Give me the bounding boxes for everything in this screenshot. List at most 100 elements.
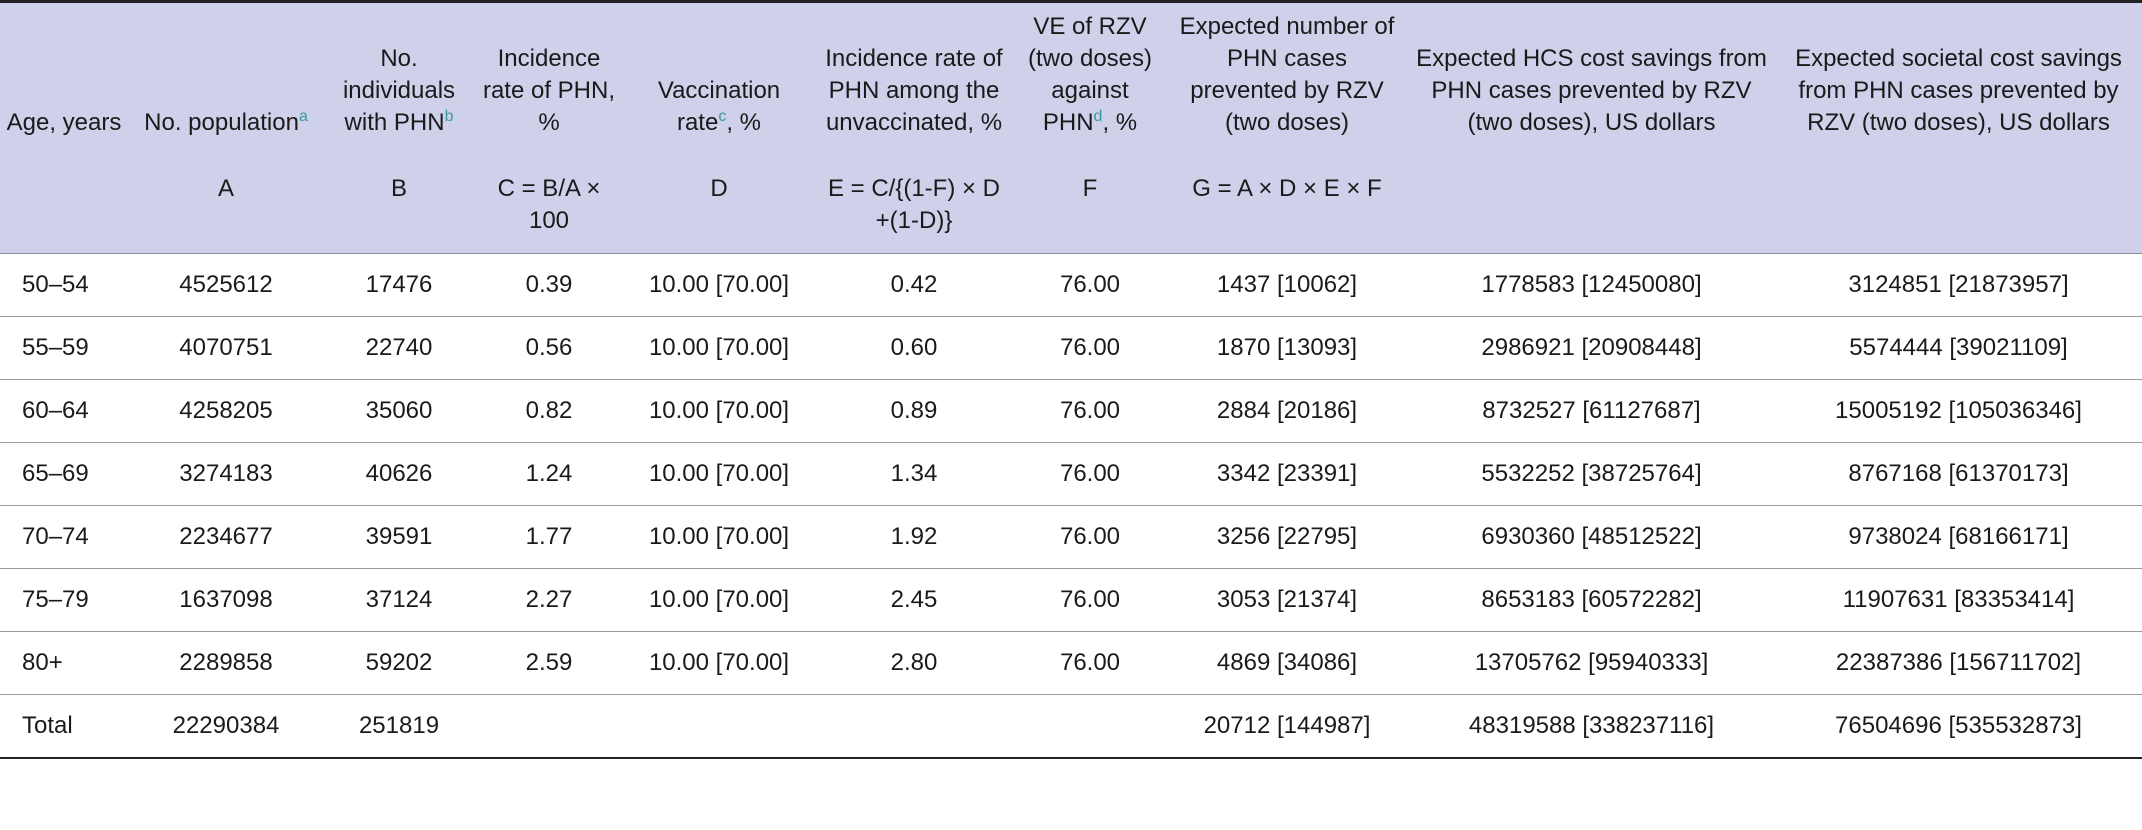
table-row: 75–79 1637098 37124 2.27 10.00 [70.00] 2…	[0, 568, 2142, 632]
cell-incidence: 0.82	[474, 379, 624, 443]
cell-individuals: 35060	[324, 379, 474, 443]
cell-societal: 9738024 [68166171]	[1775, 505, 2142, 569]
cell-vaccination: 10.00 [70.00]	[624, 316, 814, 380]
cell-ve: 76.00	[1014, 505, 1166, 569]
cell-unvaccinated: 0.89	[814, 379, 1014, 443]
header-individuals: No. individuals with PHNb	[324, 0, 474, 155]
cell-vaccination: 10.00 [70.00]	[624, 505, 814, 569]
footnote-b: b	[444, 108, 454, 125]
cell-ve: 76.00	[1014, 442, 1166, 506]
table-row: 55–59 4070751 22740 0.56 10.00 [70.00] 0…	[0, 316, 2142, 380]
cell-individuals: 59202	[324, 631, 474, 695]
cell-age: Total	[0, 694, 128, 759]
cell-population: 4525612	[128, 253, 324, 317]
cell-societal: 76504696 [535532873]	[1775, 694, 2142, 759]
cell-incidence: 1.24	[474, 442, 624, 506]
cell-societal: 22387386 [156711702]	[1775, 631, 2142, 695]
formula-expected: G = A × D × E × F	[1166, 155, 1408, 254]
formula-population: A	[128, 155, 324, 254]
formula-row: A B C = B/A × 100 D E = C/{(1-F) × D +(1…	[0, 155, 2142, 254]
header-vaccination: Vaccination ratec, %	[624, 0, 814, 155]
cell-ve: 76.00	[1014, 568, 1166, 632]
cell-ve: 76.00	[1014, 316, 1166, 380]
cell-unvaccinated: 2.45	[814, 568, 1014, 632]
cell-unvaccinated: 1.92	[814, 505, 1014, 569]
cell-hcs: 8653183 [60572282]	[1408, 568, 1775, 632]
cell-individuals: 22740	[324, 316, 474, 380]
cell-individuals: 251819	[324, 694, 474, 759]
cell-unvaccinated: 1.34	[814, 442, 1014, 506]
header-societal: Expected societal cost savings from PHN …	[1775, 0, 2142, 155]
header-age: Age, years	[0, 0, 128, 155]
formula-individuals: B	[324, 155, 474, 254]
cell-age: 65–69	[0, 442, 128, 506]
cell-vaccination: 10.00 [70.00]	[624, 379, 814, 443]
table-row: 70–74 2234677 39591 1.77 10.00 [70.00] 1…	[0, 505, 2142, 569]
cell-vaccination: 10.00 [70.00]	[624, 568, 814, 632]
cell-vaccination: 10.00 [70.00]	[624, 631, 814, 695]
cell-individuals: 37124	[324, 568, 474, 632]
cell-societal: 3124851 [21873957]	[1775, 253, 2142, 317]
cell-unvaccinated	[814, 694, 1014, 759]
cell-hcs: 6930360 [48512522]	[1408, 505, 1775, 569]
cell-ve: 76.00	[1014, 379, 1166, 443]
cell-ve	[1014, 694, 1166, 759]
formula-hcs	[1408, 155, 1775, 254]
cell-expected: 20712 [144987]	[1166, 694, 1408, 759]
table-row: 60–64 4258205 35060 0.82 10.00 [70.00] 0…	[0, 379, 2142, 443]
cell-individuals: 17476	[324, 253, 474, 317]
cell-expected: 2884 [20186]	[1166, 379, 1408, 443]
formula-unvaccinated: E = C/{(1-F) × D +(1-D)}	[814, 155, 1014, 254]
cell-incidence: 2.27	[474, 568, 624, 632]
formula-incidence: C = B/A × 100	[474, 155, 624, 254]
phn-cost-savings-table: Age, years No. populationa No. individua…	[0, 0, 2142, 759]
footnote-d: d	[1093, 108, 1103, 125]
cell-expected: 1870 [13093]	[1166, 316, 1408, 380]
total-row: Total 22290384 251819 20712 [144987] 483…	[0, 694, 2142, 759]
cell-population: 3274183	[128, 442, 324, 506]
cell-hcs: 48319588 [338237116]	[1408, 694, 1775, 759]
cell-unvaccinated: 2.80	[814, 631, 1014, 695]
cell-incidence: 0.56	[474, 316, 624, 380]
cell-age: 55–59	[0, 316, 128, 380]
header-expected: Expected number of PHN cases prevented b…	[1166, 0, 1408, 155]
cell-age: 70–74	[0, 505, 128, 569]
cell-population: 2289858	[128, 631, 324, 695]
cell-individuals: 39591	[324, 505, 474, 569]
cell-vaccination: 10.00 [70.00]	[624, 442, 814, 506]
header-incidence: Incidence rate of PHN, %	[474, 0, 624, 155]
cell-expected: 3256 [22795]	[1166, 505, 1408, 569]
cell-expected: 1437 [10062]	[1166, 253, 1408, 317]
cell-ve: 76.00	[1014, 631, 1166, 695]
cell-hcs: 8732527 [61127687]	[1408, 379, 1775, 443]
cell-vaccination: 10.00 [70.00]	[624, 253, 814, 317]
cell-societal: 8767168 [61370173]	[1775, 442, 2142, 506]
footnote-c: c	[718, 108, 727, 125]
formula-societal	[1775, 155, 2142, 254]
cell-individuals: 40626	[324, 442, 474, 506]
header-unvaccinated: Incidence rate of PHN among the unvaccin…	[814, 0, 1014, 155]
header-ve: VE of RZV (two doses) against PHNd, %	[1014, 0, 1166, 155]
cell-age: 60–64	[0, 379, 128, 443]
cell-unvaccinated: 0.60	[814, 316, 1014, 380]
cell-societal: 11907631 [83353414]	[1775, 568, 2142, 632]
cell-age: 80+	[0, 631, 128, 695]
cell-expected: 4869 [34086]	[1166, 631, 1408, 695]
cell-ve: 76.00	[1014, 253, 1166, 317]
cell-hcs: 5532252 [38725764]	[1408, 442, 1775, 506]
cell-societal: 15005192 [105036346]	[1775, 379, 2142, 443]
cell-age: 50–54	[0, 253, 128, 317]
formula-ve: F	[1014, 155, 1166, 254]
cell-hcs: 13705762 [95940333]	[1408, 631, 1775, 695]
header-hcs: Expected HCS cost savings from PHN cases…	[1408, 0, 1775, 155]
table-row: 80+ 2289858 59202 2.59 10.00 [70.00] 2.8…	[0, 631, 2142, 695]
cell-incidence	[474, 694, 624, 759]
cell-population: 2234677	[128, 505, 324, 569]
cell-unvaccinated: 0.42	[814, 253, 1014, 317]
cell-incidence: 2.59	[474, 631, 624, 695]
cell-age: 75–79	[0, 568, 128, 632]
cell-population: 1637098	[128, 568, 324, 632]
cell-vaccination	[624, 694, 814, 759]
footnote-a: a	[298, 108, 308, 125]
cell-incidence: 0.39	[474, 253, 624, 317]
